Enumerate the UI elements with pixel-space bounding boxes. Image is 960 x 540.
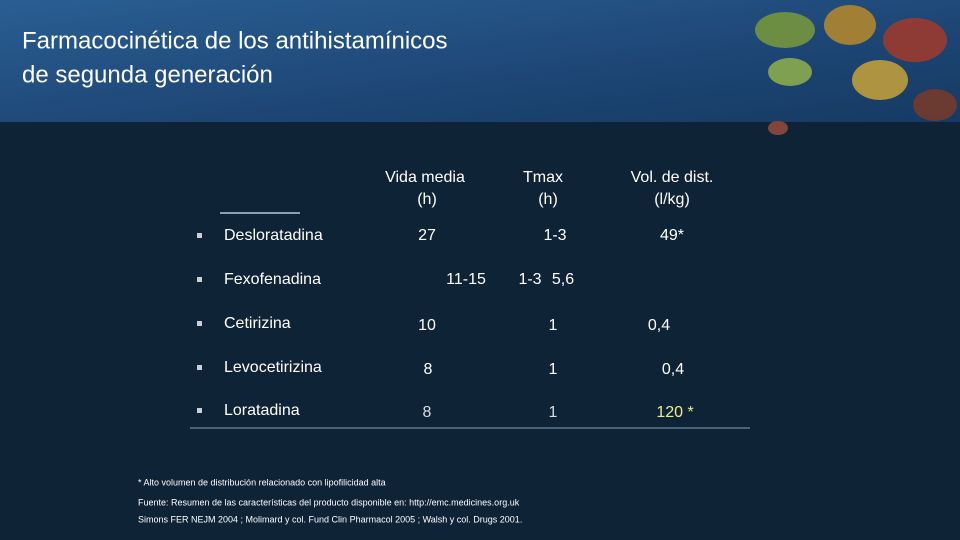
row-label: Levocetirizina [224,359,322,376]
cell: 0,4 [648,317,670,334]
bullet [197,277,202,282]
cell: 11-15 [446,271,486,288]
cell: 1-3 [543,227,566,244]
title-line: de segunda generación [22,61,273,88]
decoration [755,5,957,135]
column-header: (h) [417,191,437,208]
column-header: (h) [538,191,558,208]
column-header: Vol. de dist. [631,169,714,186]
footnote: Simons FER NEJM 2004 ; Molimard y col. F… [138,514,522,524]
column-header: Tmax [523,169,563,186]
cell: 8 [424,361,433,378]
bullet [197,408,202,413]
title-line: Farmacocinética de los antihistamínicos [22,27,448,54]
column-header: (l/kg) [654,191,690,208]
cell: 10 [418,317,436,334]
cell: 1-3 [518,271,541,288]
cell: 49* [660,227,684,244]
footnote: Fuente: Resumen de las características d… [138,497,520,507]
row-label: Fexofenadina [224,271,321,288]
row-label: Desloratadina [224,227,323,244]
cell: 1 [549,361,558,378]
cell: 8 [423,404,432,421]
cell: 1 [549,317,558,334]
bullet [197,233,202,238]
row-label: Loratadina [224,402,300,419]
bullet [197,321,202,326]
cell: 0,4 [662,361,684,378]
cell: 27 [418,227,436,244]
column-header: Vida media [385,169,465,186]
bullet [197,365,202,370]
cell: 1 [549,404,558,421]
cell: 120 * [656,404,693,421]
row-label: Cetirizina [224,315,291,332]
footnote: * Alto volumen de distribución relaciona… [138,477,386,487]
cell: 5,6 [552,271,574,288]
